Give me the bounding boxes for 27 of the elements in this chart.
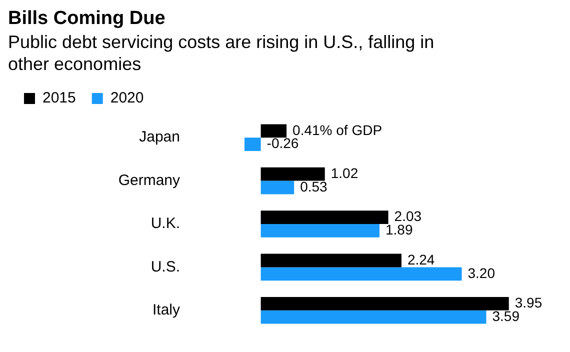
y-tick-label: U.K. (150, 215, 180, 232)
bar (260, 210, 388, 224)
data-label: 0.41% of GDP (292, 122, 382, 138)
data-label: 3.20 (468, 264, 496, 281)
y-tick-label: Germany (118, 172, 180, 189)
bar (260, 310, 486, 324)
data-label: 2.24 (407, 251, 435, 268)
data-label: 2.03 (394, 208, 422, 224)
data-label: 0.53 (300, 178, 328, 194)
bar (260, 167, 325, 181)
data-label: 1.02 (330, 164, 358, 181)
legend-label: 2015 (42, 90, 76, 107)
bar (260, 267, 462, 281)
chart-subtitle: Public debt servicing costs are rising in U.S., falling in other economies (8, 31, 436, 75)
bar (260, 224, 380, 238)
data-label: -0.26 (266, 135, 299, 152)
y-tick-label: U.S. (150, 258, 180, 276)
text: Bills Coming Due (8, 8, 166, 30)
bar (260, 254, 402, 268)
data-label: 1.89 (385, 222, 413, 238)
bar (260, 180, 294, 194)
y-tick-label: Italy (152, 302, 180, 319)
legend-label: 2020 (110, 90, 144, 107)
y-tick-label: Japan (139, 128, 180, 146)
bar (260, 297, 509, 310)
bar (244, 138, 261, 151)
bar (260, 124, 287, 138)
